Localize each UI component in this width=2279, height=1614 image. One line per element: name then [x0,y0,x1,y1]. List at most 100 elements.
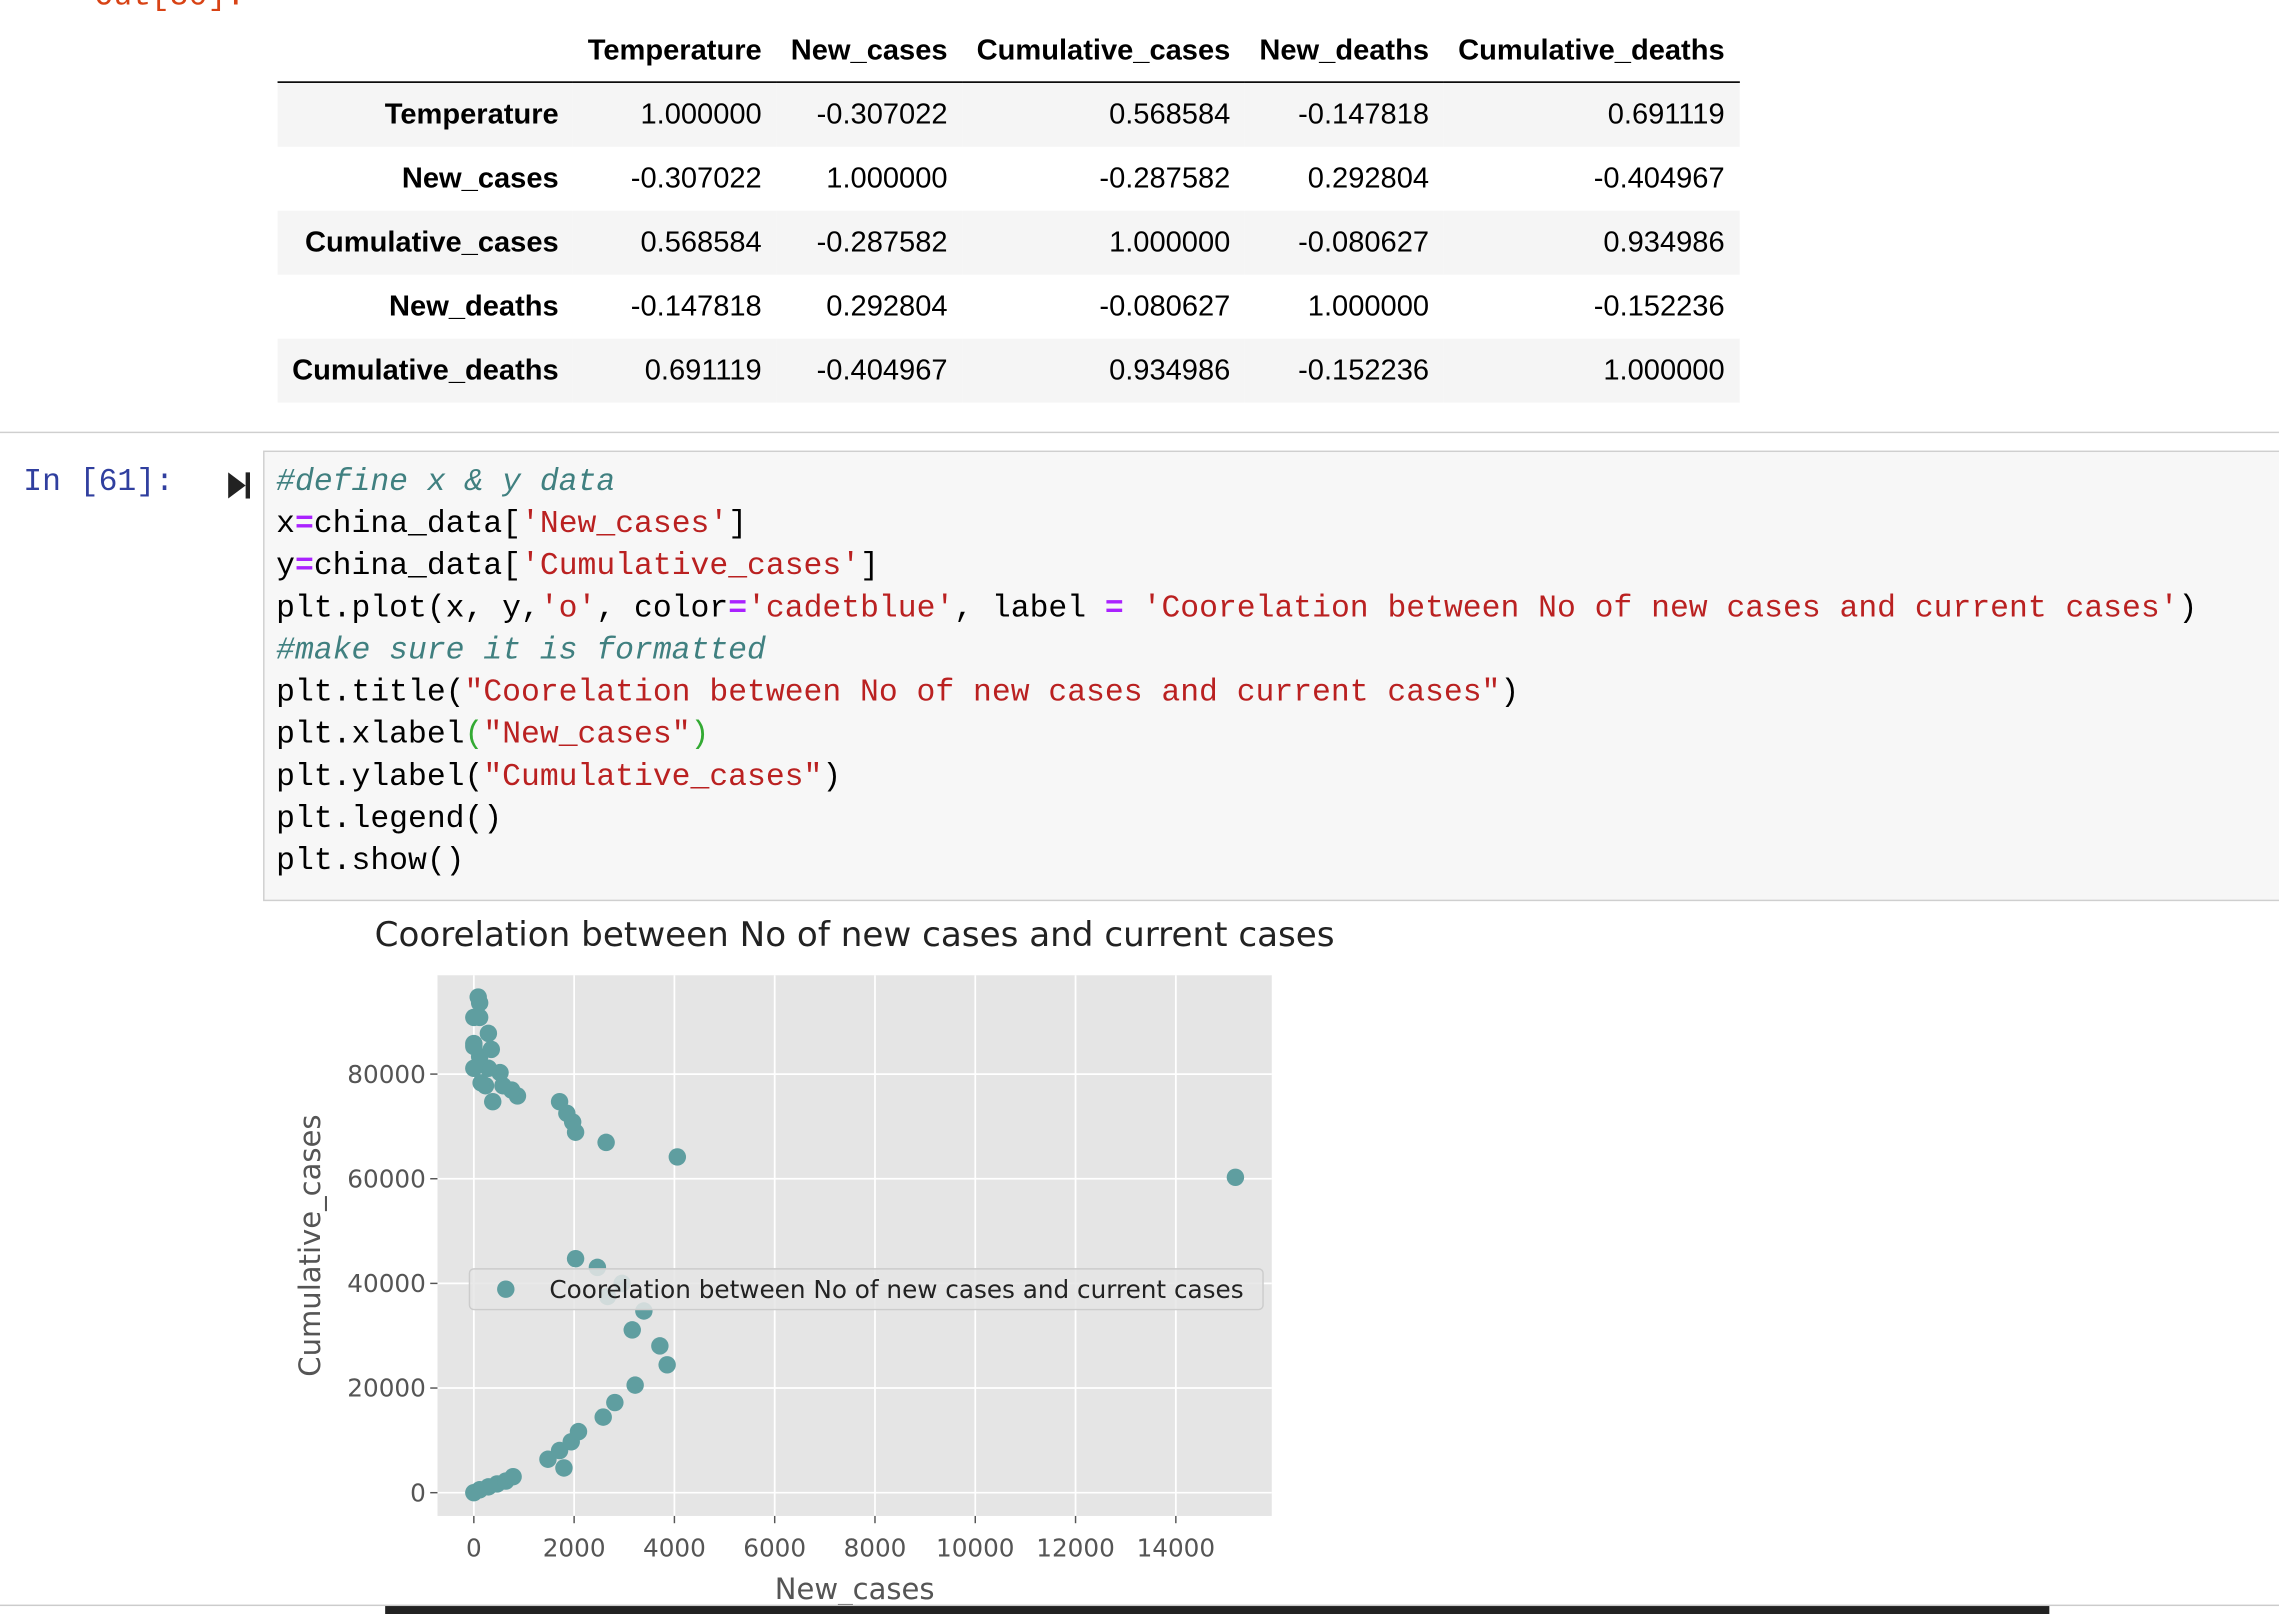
code-token: 'Coorelation between No of new cases and… [1123,591,2179,627]
cell-value: 0.691119 [1607,98,1725,131]
code-line: plt.title("Coorelation between No of new… [276,673,2197,715]
scatter-point [1226,1168,1245,1187]
cell-value: 0.934986 [1603,226,1725,258]
scatter-point [668,1148,687,1166]
code-line: plt.show() [276,842,2197,884]
cell-value: 1.000000 [1603,353,1725,386]
cell-value: 0.691119 [644,353,762,386]
row-label: New_cases [401,162,559,195]
scatter-point [597,1133,615,1152]
scatter-point [566,1249,585,1268]
scatter-point [651,1337,669,1355]
scatter-point [479,1024,498,1043]
chart: Coorelation between No of new cases and … [293,915,1335,1606]
code-token: "Cumulative_cases" [483,760,823,796]
run-icon[interactable] [225,469,251,501]
code-token: china_data[ [313,549,522,585]
row-label: Cumulative_deaths [292,353,559,386]
cell-value: -0.307022 [630,162,762,195]
y-tick-label: 20000 [347,1374,426,1403]
code-token: 'cadetblue' [747,591,955,627]
table-row: Cumulative_deaths 0.691119 -0.404967 0.9349… [277,338,1740,403]
table-row: Cumulative_cases 0.568584 -0.287582 1.00000… [277,210,1740,275]
x-tick-label: 10000 [936,1534,1015,1563]
header-row: Temperature New_cases Cumulative_cases New_… [277,20,1740,83]
table-row: New_deaths -0.147818 0.292804 -0.080627 1.00… [278,275,1740,339]
code-token: 'o' [539,591,597,627]
code-token: = [295,507,314,543]
code-token: ( [464,717,484,753]
cell-value: 0.934986 [1109,353,1231,386]
code-line: plt.plot(x, y,'o', color='cadetblue', la… [276,589,2197,631]
code-line: #make sure it is formatted [276,631,2197,673]
cell-value: -0.287582 [816,226,948,258]
legend-box [468,1268,1264,1311]
code-token: = [1104,591,1124,627]
table-row: New_cases -0.307022 1.000000 -0.287582 0.292… [278,147,1740,211]
scatter-point [550,1092,569,1111]
cell-value: 1.000000 [640,98,762,131]
y-tick-label: 0 [410,1478,426,1507]
code-token: ] [860,549,879,585]
code-token: "New_cases" [483,717,691,753]
scatter-point [594,1408,612,1426]
code-token: china_data[ [313,507,522,543]
plot-area [437,975,1272,1516]
legend-marker [497,1280,515,1298]
title: Coorelation between No of new cases and … [375,915,1335,955]
code-token: ) [1500,675,1520,711]
code-token: , label [954,591,1105,627]
code-line: plt.ylabel("Cumulative_cases") [276,757,2197,799]
code-token: plt.show() [276,844,465,880]
row-label: New_deaths [389,289,559,322]
cell-value: -0.152236 [1298,353,1430,386]
bottom-line [0,1604,2279,1607]
scatter-point [626,1376,644,1394]
y-tick-label: 60000 [347,1164,426,1193]
output-prompt: Out[50]: [94,0,245,15]
code-token: plt.plot(x, y, [276,591,540,627]
x-axis-label: New_cases [775,1572,935,1606]
row-label: Temperature [384,98,559,131]
column-header: Cumulative_deaths [1443,20,1740,83]
code-token: 'New_cases' [521,507,729,543]
correlation-table: Temperature New_cases Cumulative_cases New_… [277,20,1740,403]
code-line: plt.legend() [276,799,2197,841]
code-token: x [276,507,296,543]
column-header: New_cases [776,20,963,83]
scatter-point [465,1059,483,1078]
y-tick-label: 80000 [347,1060,426,1089]
cell-value: -0.152236 [1593,289,1725,322]
scatter-point [472,1074,490,1092]
code-token: "Coorelation between No of new cases and… [464,675,1501,711]
scrollbar [385,1606,2050,1614]
cell-value: 1.000000 [826,162,948,195]
cell-value: -0.287582 [1099,162,1231,195]
x-tick-label: 14000 [1137,1534,1216,1563]
x-tick-label: 2000 [543,1534,606,1563]
scatter-point [504,1467,522,1486]
cell-value: 1.000000 [1109,226,1231,258]
code-token: = [728,591,748,627]
scatter-point [658,1356,676,1374]
code-cell[interactable] [263,450,2279,902]
cell-value: -0.080627 [1298,226,1430,258]
code-token: #define x & y data [276,465,616,500]
scatter-point [623,1321,641,1339]
cell-value: 0.568584 [1109,98,1231,131]
scatter-point [555,1459,573,1477]
code-token: = [295,549,314,585]
scatter-point [484,1092,502,1111]
code-token: ) [822,760,842,796]
run-triangle [228,472,246,499]
column-header: New_deaths [1244,20,1444,83]
code-line: plt.xlabel("New_cases") [276,715,2197,757]
cell-value: 1.000000 [1307,289,1430,322]
scatter-point [465,1008,483,1027]
code-token: plt.xlabel [276,717,465,753]
code-token: y [276,549,296,585]
cell-value: -0.404967 [816,353,948,386]
y-axis-label: Cumulative_cases [293,1114,327,1376]
column-header: Temperature [573,20,777,83]
